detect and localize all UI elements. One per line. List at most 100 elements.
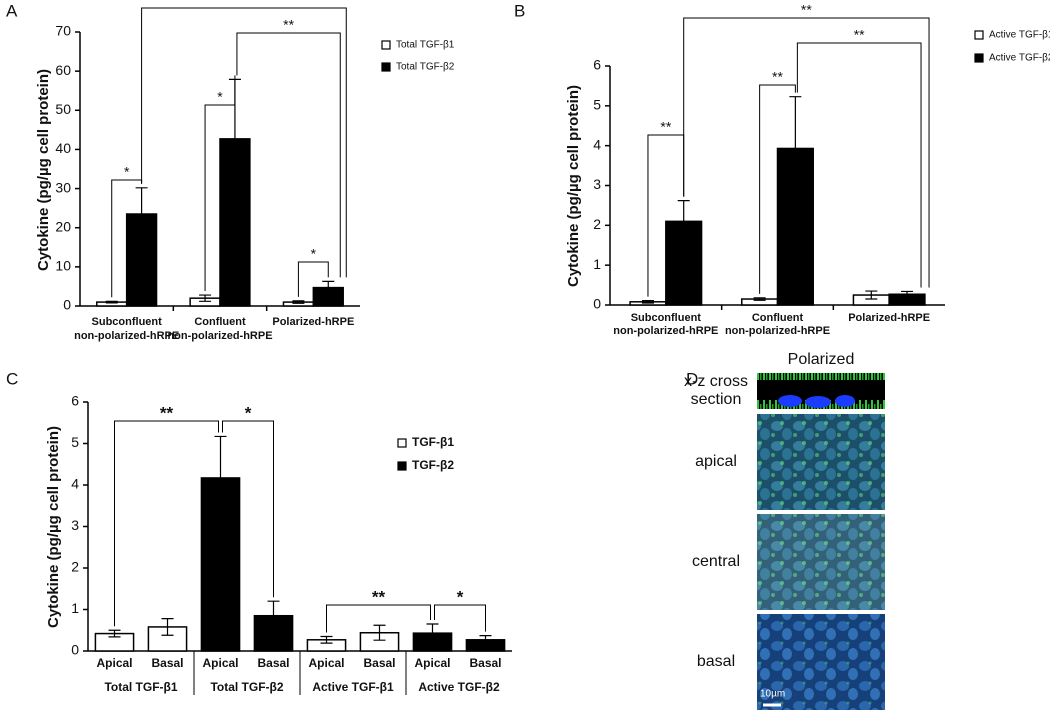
significance-label: * [217, 89, 223, 105]
nucleus [805, 396, 831, 408]
x-tick-label: non-polarized-hRPE [725, 325, 830, 337]
panel-label: D [686, 369, 698, 388]
chart: C Cytokine (pg/µg cell protein) 0 1 2 3 4 5 6 Api… [6, 369, 512, 695]
y-tick-label: 40 [55, 140, 71, 156]
y-tick-label: 1 [71, 600, 79, 616]
significance-bracket [236, 32, 341, 278]
significance-label: ** [854, 27, 865, 43]
y-tick-label: 5 [593, 97, 601, 113]
error-bar [426, 623, 439, 643]
chart: B Cytokine (pg/µg cell protein) 0 1 2 3 4 5 6 Sub… [514, 1, 1050, 336]
significance-label: ** [283, 17, 294, 33]
error-whisker [373, 624, 386, 641]
significance-bracket [222, 420, 274, 598]
panel-title: Polarized [788, 351, 855, 368]
error-bar [753, 297, 766, 301]
x-tick-label: non-polarized-hRPE [74, 330, 179, 342]
legend-label: Total TGF-β1 [396, 40, 455, 51]
error-bar [214, 435, 227, 521]
legend-label: TGF-β1 [412, 435, 454, 449]
y-tick-label: 4 [71, 476, 79, 492]
error-whisker [901, 290, 914, 298]
error-whisker [789, 96, 802, 201]
y-tick-label: 6 [71, 393, 79, 409]
x-tick-label: Apical [308, 656, 344, 670]
chart: A Cytokine (pg/µg cell protein) 0 10 20 30 40 5… [6, 0, 455, 342]
y-tick-label: 30 [55, 179, 71, 195]
error-bar [322, 280, 335, 295]
x-tick-label: Confluent [194, 316, 246, 328]
panel-label: B [514, 1, 525, 20]
error-whisker [161, 618, 174, 636]
legend-swatch [397, 461, 407, 471]
y-tick-label: 50 [55, 101, 71, 117]
error-whisker [479, 635, 492, 645]
significance-label: * [245, 403, 252, 422]
significance-bracket [297, 261, 329, 297]
y-tick-label: 0 [593, 296, 601, 312]
legend-label: Active TGF-β2 [989, 53, 1050, 64]
error-bar [677, 200, 690, 243]
significance-bracket [759, 84, 796, 294]
y-tick-label: 20 [55, 218, 71, 234]
error-whisker [677, 200, 690, 243]
significance-bracket [326, 604, 431, 633]
bar [147, 626, 188, 652]
error-whisker [292, 300, 305, 304]
x-tick-label: Apical [96, 656, 132, 670]
significance-label: * [124, 164, 130, 180]
y-tick-label: 2 [593, 216, 601, 232]
error-whisker [753, 297, 766, 301]
nucleus [835, 395, 855, 407]
y-tick-label: 2 [71, 559, 79, 575]
error-bar [292, 300, 305, 304]
significance-label: * [311, 246, 317, 262]
significance-label: ** [372, 587, 386, 606]
significance-bracket [141, 7, 347, 278]
error-bar [161, 618, 174, 636]
y-tick-label: 4 [593, 136, 601, 152]
x-tick-label: Polarized-hRPE [848, 312, 930, 324]
x-tick-label: Basal [257, 656, 289, 670]
error-whisker [267, 600, 280, 631]
central-image [757, 514, 885, 610]
significance-bracket [204, 75, 236, 292]
error-bar [135, 187, 148, 241]
error-bar [267, 600, 280, 631]
row-label: section [691, 391, 742, 408]
panel-label: C [6, 369, 18, 388]
significance-label: ** [660, 119, 671, 135]
row-label: basal [697, 653, 735, 670]
significance-label: ** [801, 2, 812, 18]
y-tick-label: 6 [593, 57, 601, 73]
y-axis-title: Cytokine (pg/µg cell protein) [565, 85, 582, 287]
x-tick-label: Subconfluent [631, 312, 702, 324]
x-tick-label: non-polarized-hRPE [613, 325, 718, 337]
significance-bracket [796, 42, 922, 288]
error-bar [199, 294, 212, 302]
error-bar [901, 290, 914, 298]
legend-swatch [381, 62, 391, 72]
row-label: apical [695, 453, 737, 470]
x-tick-label: Basal [363, 656, 395, 670]
y-tick-label: 1 [593, 256, 601, 272]
significance-bracket [114, 420, 219, 627]
y-tick-label: 3 [593, 176, 601, 192]
basal-image [757, 614, 885, 710]
group-label: Active TGF-β1 [312, 680, 394, 694]
significance-bracket [434, 604, 486, 632]
row-label: x-z cross [684, 373, 748, 390]
panel-label: A [6, 1, 18, 20]
legend-swatch [974, 53, 984, 63]
significance-label: ** [160, 403, 174, 422]
x-tick-label: Polarized-hRPE [272, 316, 354, 328]
x-tick-label: non-polarized-hRPE [167, 330, 272, 342]
error-bar [373, 624, 386, 641]
group-label: Total TGF-β1 [104, 680, 177, 694]
legend-label: Active TGF-β1 [989, 30, 1050, 41]
error-whisker [641, 300, 654, 304]
error-whisker [320, 635, 333, 644]
x-tick-label: Confluent [752, 312, 804, 324]
row-label: central [692, 553, 740, 570]
image-panel: 10µm D Polarized [686, 351, 885, 710]
